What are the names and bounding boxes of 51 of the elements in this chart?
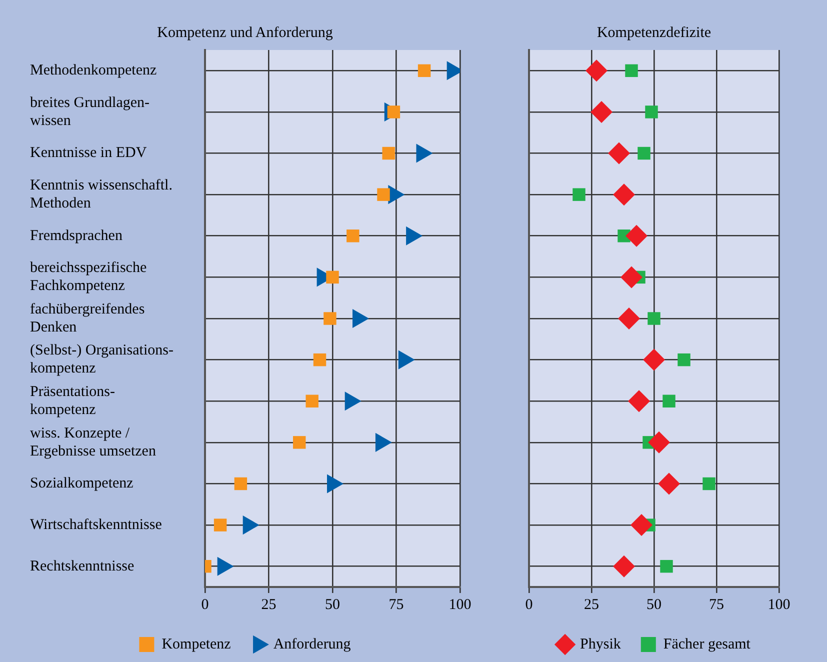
point: [660, 560, 673, 573]
point: [626, 224, 648, 247]
point: [618, 308, 640, 330]
y-tick-label: wiss. Konzepte / Ergebnisse umsetzen: [30, 425, 156, 460]
y-tick-label: bereichsspezifische Fachkompetenz: [30, 260, 147, 294]
point: [613, 555, 635, 578]
x-tick-label: 0: [201, 596, 209, 613]
x-tick-label: 75: [709, 596, 724, 613]
point: [613, 184, 635, 206]
legend-label: Anforderung: [273, 636, 352, 652]
y-tick-label: Rechtskenntnisse: [30, 558, 134, 574]
point: [628, 390, 650, 412]
y-tick-label: Kenntnisse in EDV: [30, 145, 147, 162]
point: [658, 472, 680, 495]
y-tick-label: fachübergreifendes Denken: [30, 301, 145, 336]
x-tick-label: 50: [646, 596, 662, 613]
point: [648, 312, 660, 325]
y-tick-label: Kenntnis wissenschaftl. Methoden: [30, 178, 172, 212]
chart-title: Kompetenz und Anforderung: [157, 24, 334, 41]
point: [630, 514, 652, 536]
point: [625, 64, 638, 78]
point: [662, 394, 676, 408]
legend-label: Kompetenz: [162, 636, 232, 652]
x-tick-label: 100: [768, 596, 790, 613]
point: [590, 100, 612, 123]
x-tick-label: 25: [584, 596, 599, 613]
chart-title: Kompetenzdefizite: [596, 24, 712, 41]
y-tick-label: Fremdsprachen: [30, 228, 123, 244]
y-tick-label: Wirtschaftskenntnisse: [30, 516, 162, 533]
legend-label: Fächer gesamt: [663, 636, 752, 652]
x-tick-label: 50: [325, 596, 340, 613]
y-tick-label: breites Grundlagen- wissen: [30, 94, 150, 129]
point: [643, 348, 665, 371]
y-tick-label: Sozialkompetenz: [30, 476, 134, 492]
y-tick-label: Präsentations- kompetenz: [30, 384, 115, 418]
point: [702, 477, 716, 490]
legend-label: Physik: [580, 636, 622, 652]
point: [638, 146, 650, 160]
point: [678, 353, 690, 366]
point: [648, 431, 670, 454]
point: [586, 60, 608, 82]
point: [572, 188, 586, 201]
point: [645, 106, 658, 118]
y-tick-label: (Selbst-) Organisations- kompetenz: [30, 342, 174, 377]
point: [620, 266, 642, 288]
y-tick-label: Methodenkompetenz: [30, 62, 157, 79]
point: [608, 142, 630, 164]
x-tick-label: 25: [261, 596, 276, 613]
x-tick-label: 75: [388, 596, 404, 613]
x-tick-label: 100: [448, 596, 472, 613]
x-tick-label: 0: [525, 596, 533, 613]
